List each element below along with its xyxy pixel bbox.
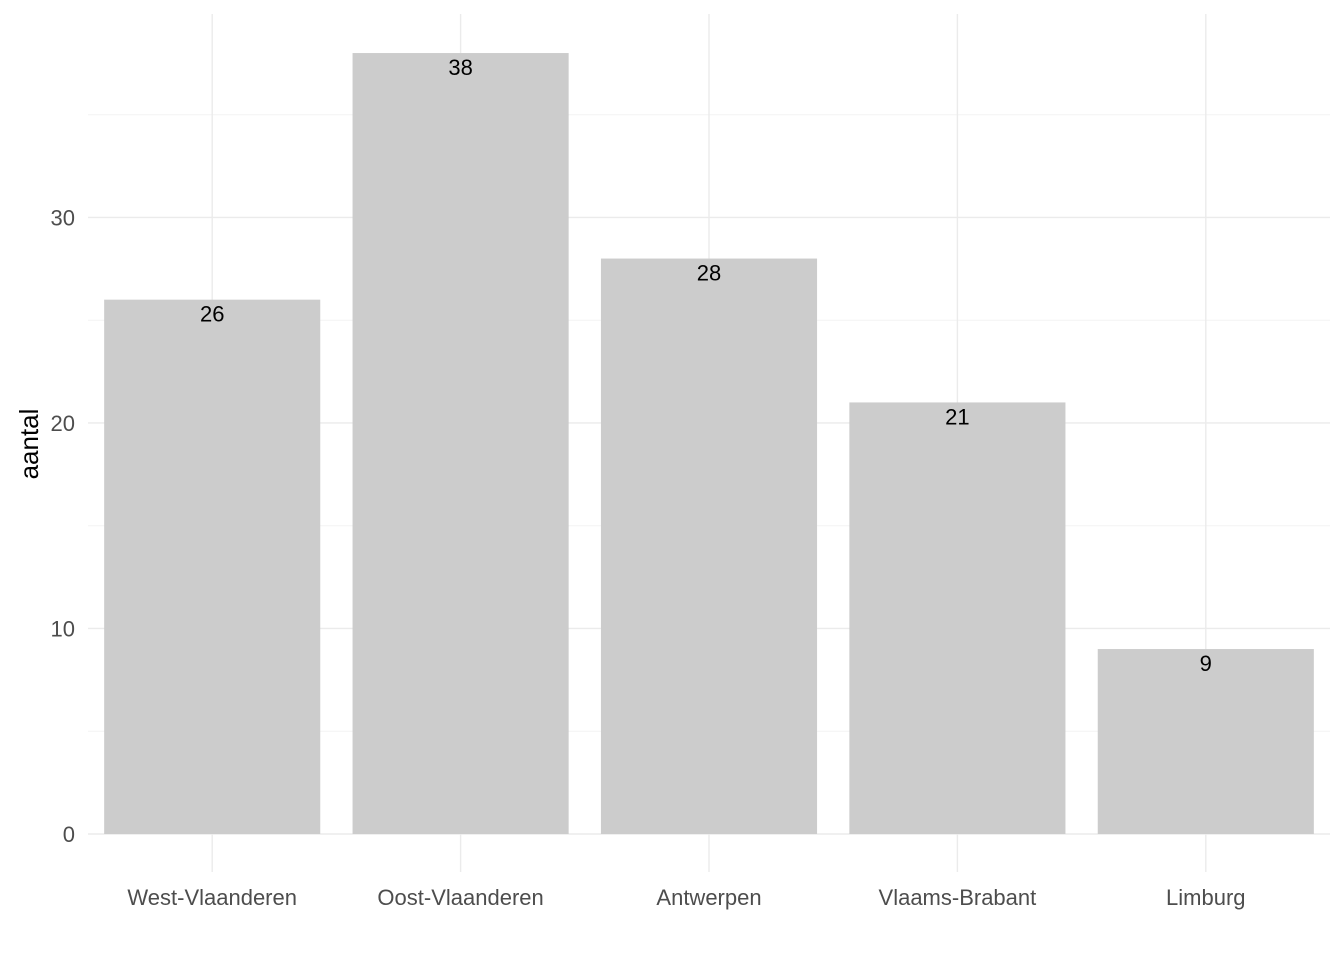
bar-value-label: 28 xyxy=(697,261,721,286)
data-labels: 26 38 28 21 9 xyxy=(200,55,1212,676)
x-tick-label: Oost-Vlaanderen xyxy=(377,885,543,910)
bar xyxy=(352,53,569,835)
y-tick-label: 10 xyxy=(51,616,75,641)
bar xyxy=(1097,649,1314,834)
bar-value-label: 38 xyxy=(448,55,472,80)
y-axis-title: aantal xyxy=(14,409,44,480)
y-tick-label: 20 xyxy=(51,411,75,436)
y-tick-label: 0 xyxy=(63,822,75,847)
bar xyxy=(104,299,321,834)
bar xyxy=(849,402,1066,834)
x-tick-label: Limburg xyxy=(1166,885,1245,910)
x-tick-label: Antwerpen xyxy=(656,885,761,910)
bar-value-label: 9 xyxy=(1200,651,1212,676)
bars xyxy=(104,53,1314,835)
y-axis-ticks: 0 10 20 30 xyxy=(51,205,75,847)
x-axis-ticks: West-Vlaanderen Oost-Vlaanderen Antwerpen V… xyxy=(127,885,1245,910)
bar xyxy=(600,258,818,834)
bar-value-label: 21 xyxy=(945,404,969,429)
bar-value-label: 26 xyxy=(200,302,224,327)
y-tick-label: 30 xyxy=(51,205,75,230)
x-tick-label: Vlaams-Brabant xyxy=(879,885,1037,910)
x-tick-label: West-Vlaanderen xyxy=(127,885,297,910)
